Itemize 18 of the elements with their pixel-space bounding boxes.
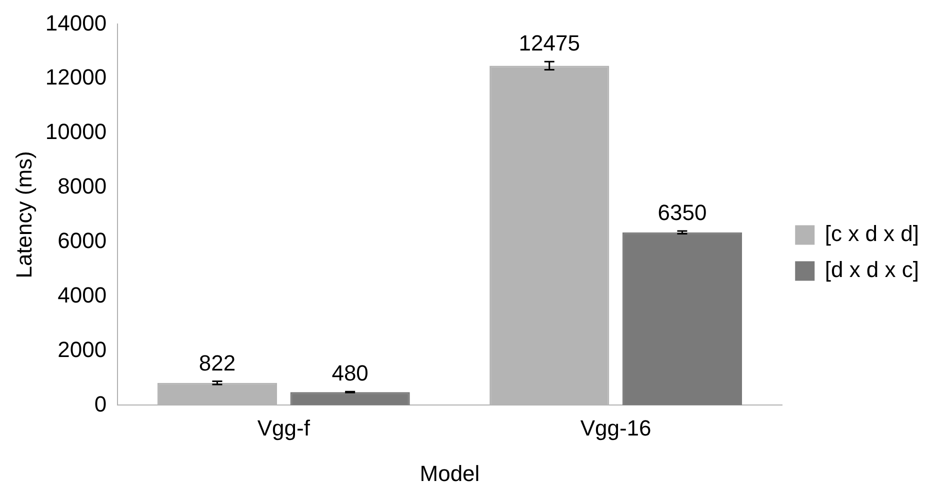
legend-label: [c x d x d]	[824, 221, 920, 246]
y-tick-label: 12000	[45, 64, 107, 90]
y-tick-label: 14000	[45, 10, 107, 36]
y-tick-label: 8000	[58, 174, 107, 199]
legend-label: [d x d x c]	[824, 257, 920, 282]
y-tick-label: 6000	[58, 228, 107, 253]
data-label: 6350	[658, 200, 707, 226]
y-tick-label: 0	[94, 391, 107, 416]
y-tick-label: 10000	[45, 119, 107, 144]
y-axis-title: Latency (ms)	[11, 151, 36, 278]
y-tick-label: 4000	[58, 282, 107, 308]
x-tick-label: Vgg-f	[257, 415, 311, 440]
y-tick-label: 2000	[58, 336, 107, 362]
data-label: 480	[332, 360, 368, 386]
data-label: 822	[198, 350, 236, 376]
data-label: 12475	[518, 30, 580, 56]
x-tick-label: Vgg-16	[580, 415, 652, 440]
x-axis-title: Model	[420, 460, 480, 486]
